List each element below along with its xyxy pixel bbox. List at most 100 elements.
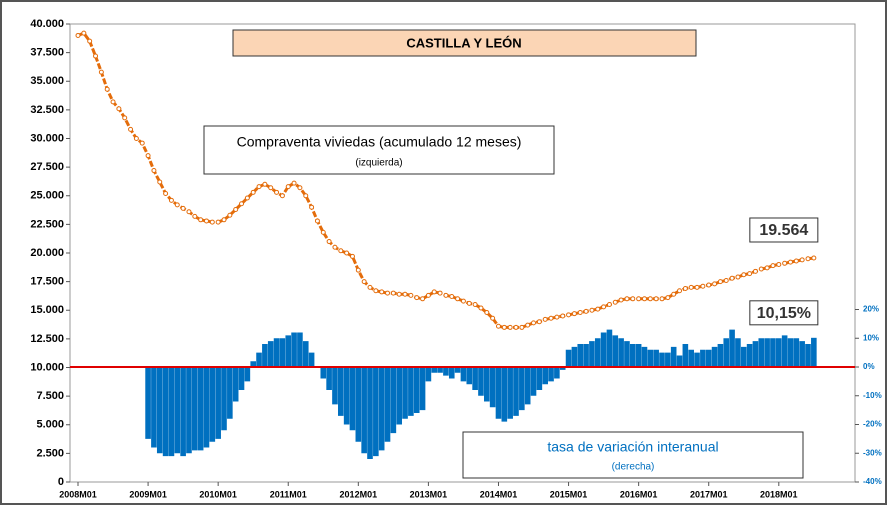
bar	[232, 366, 239, 402]
line-point	[215, 219, 221, 225]
line-point	[133, 136, 139, 141]
bar	[647, 349, 654, 367]
y-tick-label: 12.500	[30, 333, 64, 345]
y-tick-label: 2.500	[36, 447, 64, 459]
line-point	[460, 298, 466, 304]
line-point	[209, 219, 215, 225]
line-point	[168, 197, 174, 203]
line-point	[618, 297, 624, 303]
line-point	[811, 255, 817, 261]
line-point	[221, 217, 227, 223]
bar	[548, 366, 554, 382]
line-point	[192, 213, 198, 219]
line-point	[425, 292, 431, 298]
annotation-sub: (derecha)	[612, 462, 655, 473]
bar	[513, 366, 519, 416]
bar	[670, 346, 677, 367]
x-tick-label: 2016M01	[620, 489, 658, 499]
line-point	[694, 284, 700, 290]
y-tick-label: 10.000	[30, 361, 64, 373]
bar	[320, 366, 327, 379]
y-tick-label: 20.000	[30, 247, 64, 259]
line-point	[93, 53, 99, 59]
bar	[437, 366, 443, 373]
bar	[764, 338, 770, 367]
line-point	[279, 193, 285, 199]
line-point	[764, 265, 770, 271]
line-point	[525, 322, 531, 328]
bar	[267, 341, 274, 367]
line-point	[420, 296, 426, 302]
bar	[594, 338, 601, 367]
bar	[700, 349, 706, 367]
bar	[630, 343, 636, 367]
line-point	[385, 290, 391, 296]
line-point	[688, 284, 694, 290]
bar	[524, 366, 531, 405]
bar	[717, 343, 724, 367]
bar	[665, 352, 671, 367]
bar	[781, 335, 788, 367]
bar	[332, 366, 338, 405]
y-tick-label: 17.500	[30, 276, 64, 288]
line-point	[636, 296, 642, 302]
value-label: 10,15%	[757, 305, 811, 322]
bar	[215, 366, 221, 439]
line-point	[589, 307, 595, 313]
chart-title: CASTILLA Y LEÓN	[406, 35, 521, 50]
bar	[641, 346, 648, 367]
bar	[484, 366, 490, 402]
bar	[431, 366, 438, 373]
bar	[203, 366, 210, 448]
line-point	[519, 324, 525, 330]
line-point	[647, 296, 653, 302]
bar	[338, 366, 344, 416]
y-tick-label: 7.500	[36, 390, 64, 402]
bar	[443, 366, 449, 376]
line-point	[653, 296, 659, 302]
line-point	[665, 295, 671, 301]
bar	[676, 355, 683, 367]
x-tick-label: 2010M01	[199, 489, 237, 499]
line-point	[309, 204, 315, 210]
line-point	[408, 292, 414, 298]
bar	[688, 349, 694, 367]
annotation: tasa de variación interanual	[547, 439, 718, 455]
line-point	[361, 279, 367, 285]
line-point	[507, 324, 513, 330]
bar	[752, 341, 759, 367]
x-tick-label: 2013M01	[410, 489, 448, 499]
line-point	[513, 324, 519, 330]
bar	[711, 346, 718, 367]
bar	[355, 366, 362, 442]
line-point	[239, 201, 245, 207]
bar	[279, 338, 286, 367]
line-point	[87, 38, 93, 44]
line-point	[268, 185, 274, 191]
x-tick-label: 2014M01	[480, 489, 518, 499]
line-point	[128, 126, 134, 132]
bar	[606, 329, 613, 367]
line-point	[274, 189, 280, 195]
line-point	[712, 281, 718, 287]
annotation-box	[203, 125, 555, 175]
bar	[291, 332, 297, 367]
line-point	[601, 304, 607, 310]
bar	[308, 352, 315, 367]
bar	[448, 366, 455, 379]
x-tick-label: 2017M01	[690, 489, 728, 499]
line-point	[81, 30, 87, 36]
bar	[192, 366, 198, 451]
line-point	[110, 99, 116, 105]
bar	[530, 366, 537, 396]
line-point	[367, 284, 373, 290]
bar	[805, 343, 811, 367]
line-point	[455, 296, 461, 302]
line-point	[338, 248, 344, 254]
line-point	[612, 299, 618, 305]
bar	[589, 341, 595, 367]
y-tick-label: 22.500	[30, 218, 64, 230]
line-point	[174, 202, 180, 208]
